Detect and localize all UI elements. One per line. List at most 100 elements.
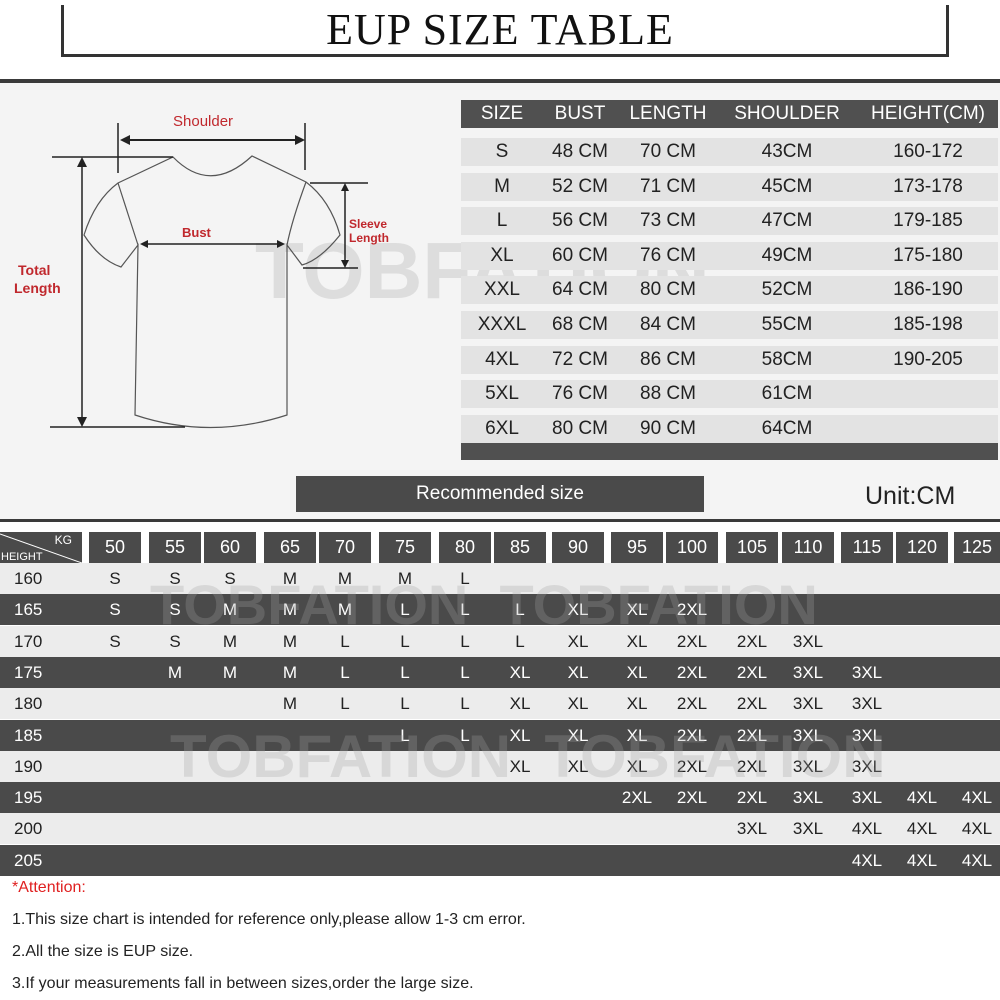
size-table-cell: 52CM [761,279,813,301]
size-cell: L [340,694,350,714]
size-cell: 2XL [676,662,708,682]
size-cell: M [282,600,298,620]
size-table-cell: 48 CM [552,141,608,162]
size-table-cell: 84 CM [640,314,696,335]
unit-label: Unit:CM [865,482,956,510]
size-table-cell: 185-198 [893,314,963,335]
size-cell: 3XL [851,788,883,808]
size-cell: M [337,569,353,588]
height-cell: 180 [14,694,43,714]
height-cell: 190 [14,756,43,776]
size-table-cell: BUST [554,103,606,124]
size-table-cell: 179-185 [893,210,963,232]
size-cell: 3XL [792,662,824,682]
size-cell: S [109,600,121,620]
size-table-cell: 71 CM [640,175,696,197]
weight-header-cell: 70 [319,532,371,563]
size-cell: M [222,662,238,682]
size-cell: 4XL [961,850,993,870]
size-cell: S [169,600,181,620]
size-cell: XL [567,600,589,620]
note-1: 1.This size chart is intended for refere… [12,911,526,928]
size-cell: 3XL [851,725,883,745]
size-cell: 2XL [676,788,708,808]
grid-row: 180 M L L L XL XL XL 2XL 2XL 3XL 3XL [0,688,1000,720]
size-table-cell: 5XL [485,383,519,405]
weight-header-cell: 55 [149,532,201,563]
size-table-cell: 86 CM [640,348,696,370]
size-cell: XL [567,631,589,651]
size-cell: XL [509,756,531,776]
size-table-row: XXXL 68 CM 84 CM 55CM 185-198 [461,311,998,339]
size-cell: L [400,631,410,651]
divider [0,79,1000,83]
size-cell: XL [626,725,648,745]
grid-row: 185 L L XL XL XL 2XL 2XL 3XL 3XL [0,719,1000,751]
size-table-cell: M [494,175,510,197]
size-cell: M [337,600,353,620]
size-cell: M [282,631,298,651]
size-table-cell: 6XL [485,417,519,439]
size-table-cell: HEIGHT(CM) [871,103,985,124]
size-cell: 2XL [736,631,768,651]
size-cell: 3XL [792,819,824,839]
size-table-cell: L [496,210,508,232]
size-cell: XL [626,756,648,776]
size-table-cell: 47CM [761,210,813,232]
size-table-row: XXL 64 CM 80 CM 52CM 186-190 [461,276,998,305]
total-length-label-1: Total [18,262,51,278]
size-cell: 2XL [621,788,653,808]
size-cell: M [222,600,238,620]
size-cell: XL [509,725,531,745]
size-table-row: 6XL 80 CM 90 CM 64CM [461,414,998,443]
size-table-cell: LENGTH [629,103,707,124]
size-table-cell: 190-205 [893,348,963,370]
size-table-row: L 56 CM 73 CM 47CM 179-185 [461,207,998,236]
size-cell: L [460,662,470,682]
size-cell: L [460,725,470,745]
header-frame-bottom [61,54,949,57]
size-table-cell: 175-180 [893,244,963,266]
size-cell: L [400,600,410,620]
size-cell: 2XL [676,725,708,745]
size-cell: 2XL [736,694,768,714]
height-cell: 175 [14,662,43,682]
size-table-cell: 64 CM [552,279,608,301]
size-cell: 4XL [851,850,883,870]
size-cell: L [460,694,470,714]
size-table-cell: S [495,141,509,162]
header-frame-left [61,5,64,57]
size-table-cell: 61CM [761,383,813,405]
height-cell: 195 [14,788,43,808]
size-cell: L [460,600,470,620]
weight-header-cell: 120 [896,532,948,563]
size-cell: XL [567,756,589,776]
recommended-size-banner: Recommended size [296,476,704,512]
size-cell: S [109,569,121,588]
size-table-cell: 76 CM [552,383,608,405]
size-cell: XL [626,600,648,620]
weight-header-cell: 90 [552,532,604,563]
height-label: HEIGHT [1,551,43,563]
note-3: 3.If your measurements fall in between s… [12,975,474,992]
size-table-cell: 52 CM [552,175,608,197]
grid-row: 175 M M M L L L XL XL XL 2XL 2XL 3XL 3XL [0,656,1000,688]
height-cell: 205 [14,850,43,870]
size-cell: 2XL [676,694,708,714]
size-cell: 3XL [792,788,824,808]
sleeve-label-1: Sleeve [349,217,388,231]
header-frame-right [946,5,949,57]
height-cell: 160 [14,569,43,588]
size-table-row: 4XL 72 CM 86 CM 58CM 190-205 [461,345,998,374]
size-cell: L [515,600,525,620]
height-cell: 165 [14,600,43,620]
weight-header-cell: 65 [264,532,316,563]
size-cell: 2XL [736,662,768,682]
size-cell: S [109,631,121,651]
size-table-cell: 72 CM [552,348,608,370]
weight-header-cell: 85 [494,532,546,563]
size-cell: 2XL [736,756,768,776]
bust-label: Bust [182,225,211,240]
size-table-cell: 43CM [761,141,813,162]
size-table-cell: 90 CM [640,417,696,439]
